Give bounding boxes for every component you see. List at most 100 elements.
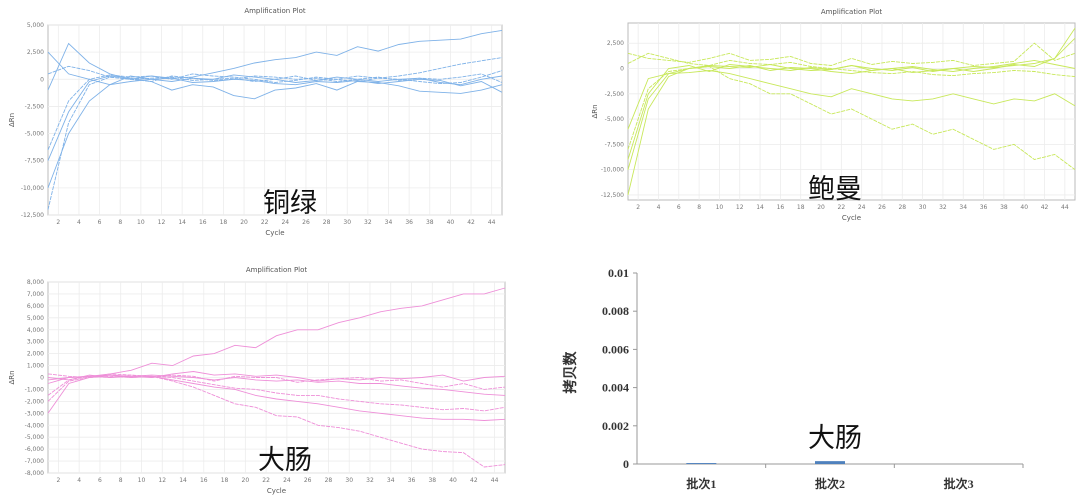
x-tick-label: 32	[939, 204, 947, 211]
y-tick-label: -2,500	[605, 91, 625, 98]
x-tick-label: 34	[387, 477, 395, 484]
y-tick-label: 5,000	[27, 22, 44, 29]
y-tick-label: 0	[40, 375, 44, 382]
y-tick-label: -2,000	[25, 398, 45, 405]
y-tick-label: 0	[623, 457, 629, 471]
series-line-1	[47, 287, 506, 381]
organism-label: 大肠	[808, 423, 862, 454]
x-tick-label: 40	[449, 477, 457, 484]
y-tick-label: -12,500	[21, 212, 44, 219]
x-tick-label: 36	[405, 219, 413, 226]
y-axis-label: ΔRn	[8, 113, 16, 127]
series-line-6	[47, 65, 503, 83]
y-tick-label: -5,000	[605, 116, 625, 123]
x-tick-label: 8	[119, 477, 123, 484]
y-tick-label: 2,500	[607, 40, 624, 47]
x-tick-label: 28	[323, 219, 331, 226]
chart-title: Amplification Plot	[246, 266, 308, 274]
x-tick-label: 44	[1061, 204, 1069, 211]
x-tick-label: 18	[797, 204, 805, 211]
y-tick-label: 0	[620, 66, 624, 73]
x-tick-label: 12	[158, 219, 166, 226]
x-tick-label: 10	[716, 204, 724, 211]
bar-2	[815, 461, 845, 464]
y-tick-label: 4,000	[27, 327, 44, 334]
y-tick-label: -12,500	[601, 192, 624, 199]
x-tick-label: 32	[364, 219, 372, 226]
x-tick-label: 16	[199, 219, 207, 226]
organism-label: 大肠	[258, 445, 312, 476]
y-tick-label: -10,000	[21, 185, 44, 192]
x-tick-label: 40	[447, 219, 455, 226]
y-tick-label: 0.002	[602, 419, 629, 433]
x-tick-label: 14	[178, 219, 186, 226]
x-tick-label: 20	[240, 219, 248, 226]
y-tick-label: 0.01	[608, 266, 629, 280]
y-tick-label: -10,000	[601, 167, 624, 174]
y-tick-label: -4,000	[25, 422, 45, 429]
x-tick-label: 6	[98, 477, 102, 484]
x-tick-label: 4	[77, 219, 81, 226]
x-category-label: 批次2	[815, 476, 845, 491]
y-tick-label: -5,000	[25, 131, 45, 138]
x-tick-label: 12	[736, 204, 744, 211]
series-line-5	[627, 37, 1076, 170]
series-line-2	[47, 375, 506, 468]
y-tick-label: 8,000	[27, 279, 44, 286]
series-line-4	[47, 70, 503, 151]
series-line-4	[627, 42, 1076, 66]
x-tick-label: 14	[756, 204, 764, 211]
x-tick-label: 20	[817, 204, 825, 211]
series-line-7	[47, 371, 506, 382]
series-line-3	[627, 70, 1076, 130]
x-tick-label: 22	[262, 477, 270, 484]
chart-1: 2 4 6 8 10 12 14 16 18 20 22 24 26 28 30 32 34 36 38 40 42 44…	[8, 7, 503, 237]
y-tick-label: -7,500	[605, 141, 625, 148]
x-tick-label: 24	[281, 219, 289, 226]
y-tick-label: -3,000	[25, 410, 45, 417]
x-tick-label: 44	[488, 219, 496, 226]
x-tick-label: 34	[959, 204, 967, 211]
x-tick-label: 26	[302, 219, 310, 226]
x-tick-label: 28	[325, 477, 333, 484]
x-tick-label: 18	[220, 219, 228, 226]
x-tick-label: 16	[777, 204, 785, 211]
y-axis-label: ΔRn	[591, 104, 599, 118]
x-tick-label: 18	[221, 477, 229, 484]
organism-label: 鲍曼	[808, 174, 862, 205]
y-tick-label: 1,000	[27, 363, 44, 370]
x-tick-label: 6	[677, 204, 681, 211]
series-line-6	[627, 52, 1076, 78]
organism-label: 铜绿	[263, 188, 317, 219]
x-axis-label: Cycle	[265, 229, 284, 237]
x-tick-label: 26	[304, 477, 312, 484]
x-tick-label: 42	[470, 477, 478, 484]
x-tick-label: 30	[345, 477, 353, 484]
y-tick-label: 6,000	[27, 303, 44, 310]
x-tick-label: 10	[137, 219, 145, 226]
x-tick-label: 2	[56, 477, 60, 484]
x-tick-label: 34	[385, 219, 393, 226]
x-tick-label: 4	[77, 477, 81, 484]
x-tick-label: 36	[980, 204, 988, 211]
x-tick-label: 12	[158, 477, 166, 484]
y-tick-label: 3,000	[27, 339, 44, 346]
y-tick-label: -1,000	[25, 386, 45, 393]
series-line-6	[47, 373, 506, 390]
series-line-3	[47, 75, 503, 161]
x-tick-label: 24	[858, 204, 866, 211]
y-tick-label: -5,000	[25, 434, 45, 441]
x-tick-label: 2	[636, 204, 640, 211]
x-tick-label: 22	[838, 204, 846, 211]
series-line-7	[47, 51, 503, 93]
y-tick-label: -8,000	[25, 470, 45, 477]
x-category-label: 批次3	[944, 476, 974, 491]
plot-area	[627, 22, 1076, 201]
y-tick-label: 2,000	[27, 351, 44, 358]
x-tick-label: 8	[118, 219, 122, 226]
x-tick-label: 20	[242, 477, 250, 484]
y-axis-label: 拷贝数	[562, 351, 579, 394]
chart-title: Amplification Plot	[821, 8, 883, 16]
x-tick-label: 40	[1020, 204, 1028, 211]
